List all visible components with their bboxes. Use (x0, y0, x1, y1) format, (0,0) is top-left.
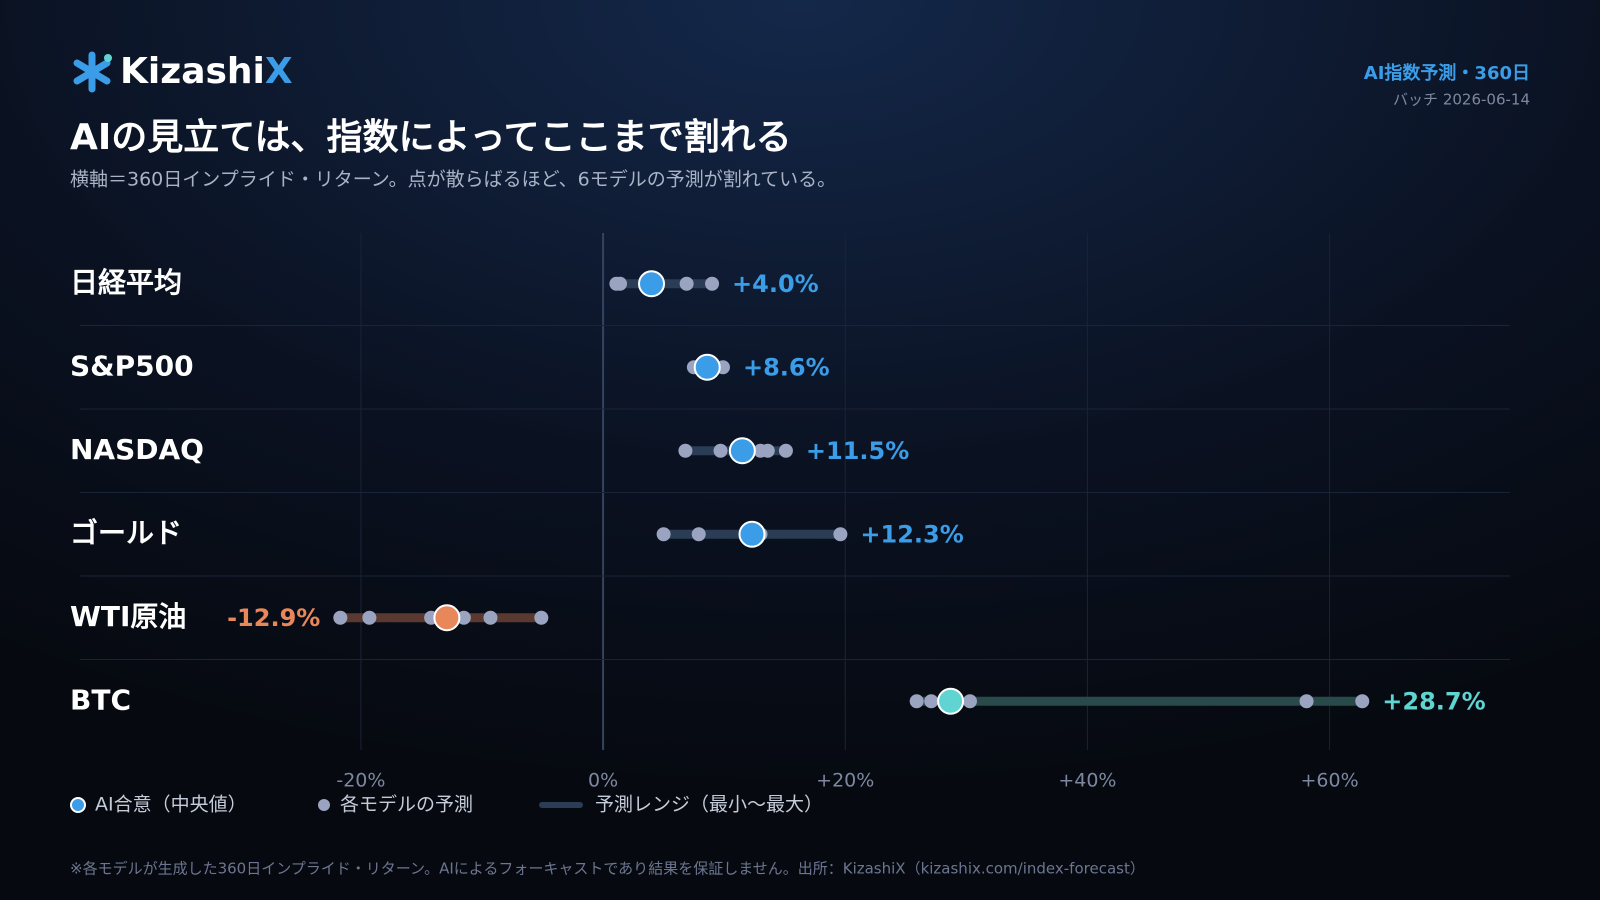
brand: KizashiX (120, 51, 293, 92)
value-label: +4.0% (732, 270, 819, 298)
model-dot (456, 610, 471, 625)
row: ゴールド +12.3% (70, 516, 964, 549)
consensus-dot (937, 687, 965, 715)
legend-swatch (70, 797, 86, 813)
x-tick-label: 0% (588, 770, 618, 792)
value-label: +28.7% (1382, 687, 1485, 715)
model-dot (760, 443, 775, 458)
row: NASDAQ +11.5% (70, 433, 909, 466)
consensus-dot (738, 520, 766, 548)
value-label: +8.6% (743, 353, 830, 381)
brand-mark: X (265, 51, 293, 92)
row-label: NASDAQ (70, 433, 204, 466)
model-dot (691, 527, 706, 542)
consensus-dot (433, 604, 461, 632)
value-label: +11.5% (806, 437, 909, 465)
row-label: BTC (70, 683, 131, 716)
row-label: S&P500 (70, 349, 194, 382)
model-dot (1299, 694, 1314, 709)
row-label: 日経平均 (70, 266, 182, 299)
consensus-dot (638, 270, 666, 298)
footnote: ※各モデルが生成した360日インプライド・リターン。AIによるフォーキャストであ… (70, 860, 1145, 878)
model-dot (833, 527, 848, 542)
legend-label: AI合意（中央値） (95, 794, 247, 816)
x-tick-label: -20% (336, 770, 385, 792)
x-tick-label: +20% (816, 770, 874, 792)
consensus-dot (728, 437, 756, 465)
row: BTC +28.7% (70, 683, 1486, 716)
batch: バッチ 2026-06-14 (1393, 91, 1530, 109)
chart-subtitle: 横軸＝360日インプライド・リターン。点が散らばるほど、6モデルの予測が割れてい… (70, 169, 836, 191)
row-label: ゴールド (70, 516, 182, 549)
x-tick-label: +60% (1301, 770, 1359, 792)
row: WTI原油 -12.9% (70, 600, 549, 633)
value-label: -12.9% (227, 604, 320, 632)
chart-title: AIの見立ては、指数によってここまで割れる (70, 117, 792, 158)
consensus-dot (693, 353, 721, 381)
logo (73, 51, 112, 93)
brand-name: Kizashi (120, 51, 265, 92)
model-dot (713, 443, 728, 458)
model-dot (679, 276, 694, 291)
badge: AI指数予測・360日 (1364, 62, 1530, 84)
model-dot (483, 610, 498, 625)
row-label: WTI原油 (70, 600, 186, 633)
model-dot (962, 694, 977, 709)
legend-label: 予測レンジ（最小〜最大） (595, 794, 823, 816)
model-dot (362, 610, 377, 625)
x-tick-label: +40% (1058, 770, 1116, 792)
model-dot (778, 443, 793, 458)
model-dot (613, 276, 628, 291)
legend-label: 各モデルの予測 (340, 794, 473, 816)
model-dot (705, 276, 720, 291)
value-label: +12.3% (860, 520, 963, 548)
row: S&P500 +8.6% (70, 349, 830, 382)
model-dot (924, 694, 939, 709)
model-dot (909, 694, 924, 709)
model-dot (534, 610, 549, 625)
model-dot (656, 527, 671, 542)
model-dot (333, 610, 348, 625)
row: 日経平均 +4.0% (70, 266, 819, 299)
model-dot (1355, 694, 1370, 709)
model-dot (678, 443, 693, 458)
legend-swatch (318, 799, 330, 811)
